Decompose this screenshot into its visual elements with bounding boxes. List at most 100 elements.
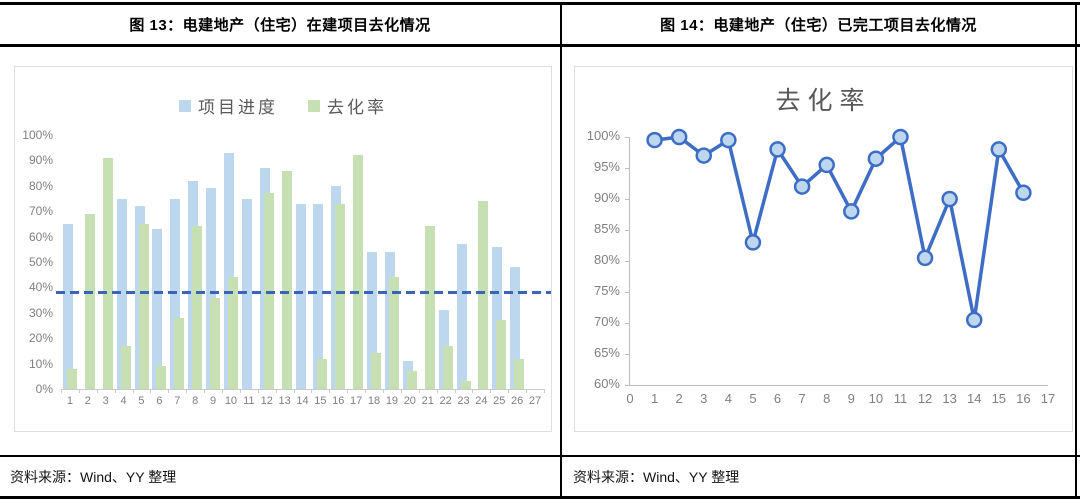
rate-point (720, 131, 737, 149)
progress-bar (313, 203, 324, 389)
rate-bar (353, 155, 364, 389)
y-tick-label: 0% (35, 382, 53, 396)
rate-legend-swatch (308, 99, 320, 112)
bar-slot (329, 135, 347, 389)
progress-bar (224, 152, 234, 389)
line-chart-title: 去化率 (775, 86, 872, 115)
bar-slot (365, 135, 383, 389)
rate-bar (174, 317, 185, 389)
rate-point (646, 131, 663, 149)
x-tick-label: 5 (749, 391, 757, 406)
x-tick-label: 14 (967, 391, 982, 406)
bar-slot (437, 135, 455, 389)
column-divider (560, 2, 562, 499)
x-axis-tick (418, 389, 420, 393)
rate-bar (460, 381, 471, 389)
x-axis-tick (222, 389, 223, 393)
x-tick-label: 11 (243, 395, 255, 407)
x-axis-tick (204, 389, 206, 393)
y-tick-label: 50% (28, 255, 53, 269)
x-axis-tick (257, 389, 259, 393)
x-tick-label: 19 (385, 395, 399, 407)
y-tick-label: 70% (593, 314, 620, 329)
x-tick-label: 21 (421, 395, 434, 407)
left-source-note: 资料来源：Wind、YY 整理 (10, 458, 550, 496)
progress-legend-swatch (179, 99, 191, 112)
x-tick-label: 7 (798, 391, 806, 406)
x-tick-label: 13 (942, 391, 957, 406)
x-tick-label: 13 (278, 395, 291, 407)
rate-point (867, 150, 885, 167)
x-axis-tick (168, 389, 170, 393)
x-tick-label: 12 (260, 395, 273, 407)
table-top-border (0, 2, 1080, 5)
y-axis-tick (625, 230, 630, 231)
rate-point (670, 128, 688, 146)
x-axis-tick (544, 389, 545, 393)
rate-point (695, 147, 713, 164)
x-axis-tick (472, 389, 474, 393)
y-axis-tick (625, 385, 630, 386)
bar-slot (115, 135, 133, 389)
x-axis-tick (132, 389, 134, 393)
rate-point (744, 234, 762, 251)
x-tick-label: 10 (224, 395, 238, 407)
x-tick-label: 14 (296, 395, 309, 407)
x-tick-label: 2 (675, 391, 683, 406)
right-source-note: 资料来源：Wind、YY 整理 (573, 458, 1063, 496)
rate-bar (281, 170, 292, 389)
rate-bar (406, 371, 417, 389)
rate-bar (389, 277, 399, 389)
progress-bar (152, 228, 163, 389)
rate-bar (317, 358, 328, 389)
y-tick-label: 90% (593, 190, 620, 205)
rate-bar (335, 203, 346, 389)
rate-point (965, 311, 983, 329)
y-axis-tick (625, 168, 630, 169)
right-figure-title-text: 图 14：电建地产（住宅）已完工项目去化情况 (660, 17, 977, 34)
rate-bar (120, 345, 131, 389)
rate-bar (228, 277, 238, 389)
bar-chart-frame: 项目进度 去化率 0% 10% 20% 30% 40% 50% 60% 70% 80% 90% 10… (14, 66, 552, 432)
rate-point (916, 249, 934, 267)
bar-slot (97, 135, 115, 389)
x-axis-tick (275, 389, 277, 393)
rate-line (654, 135, 1025, 322)
x-tick-label: 9 (847, 391, 855, 406)
bar-slot (79, 135, 97, 389)
bar-slot (186, 135, 204, 389)
rate-bar (514, 358, 525, 389)
x-axis-tick (114, 389, 116, 393)
progress-bar (456, 244, 467, 389)
rate-bar (102, 157, 113, 389)
rate-point (818, 156, 835, 174)
rate-bar (371, 353, 382, 389)
bar-slot (61, 135, 79, 389)
title-row-divider (0, 44, 1080, 47)
rate-bar (67, 368, 77, 389)
x-tick-label: 16 (332, 395, 345, 407)
x-axis-tick (329, 389, 331, 393)
x-tick-label: 9 (209, 395, 217, 407)
x-tick-label: 15 (991, 391, 1007, 406)
bar-slot (401, 135, 419, 389)
x-axis-tick (61, 389, 62, 393)
rate-bar (210, 297, 221, 389)
progress-bar (63, 223, 73, 389)
x-tick-label: 17 (1040, 391, 1056, 406)
y-tick-label: 80% (593, 252, 620, 267)
y-tick-label: 100% (586, 128, 620, 143)
x-axis-tick (383, 389, 384, 393)
right-source-text: 资料来源：Wind、YY 整理 (573, 469, 740, 485)
rate-point (769, 141, 786, 158)
x-tick-label: 20 (403, 395, 416, 407)
progress-bar (367, 251, 378, 389)
rate-bar (442, 345, 453, 389)
progress-bar (510, 267, 521, 389)
y-tick-label: 90% (28, 153, 53, 168)
x-tick-label: 23 (457, 395, 470, 407)
rate-bar (478, 201, 489, 389)
x-axis-tick (526, 389, 528, 393)
table-bottom-border (0, 496, 1080, 499)
x-axis-tick (365, 389, 367, 393)
